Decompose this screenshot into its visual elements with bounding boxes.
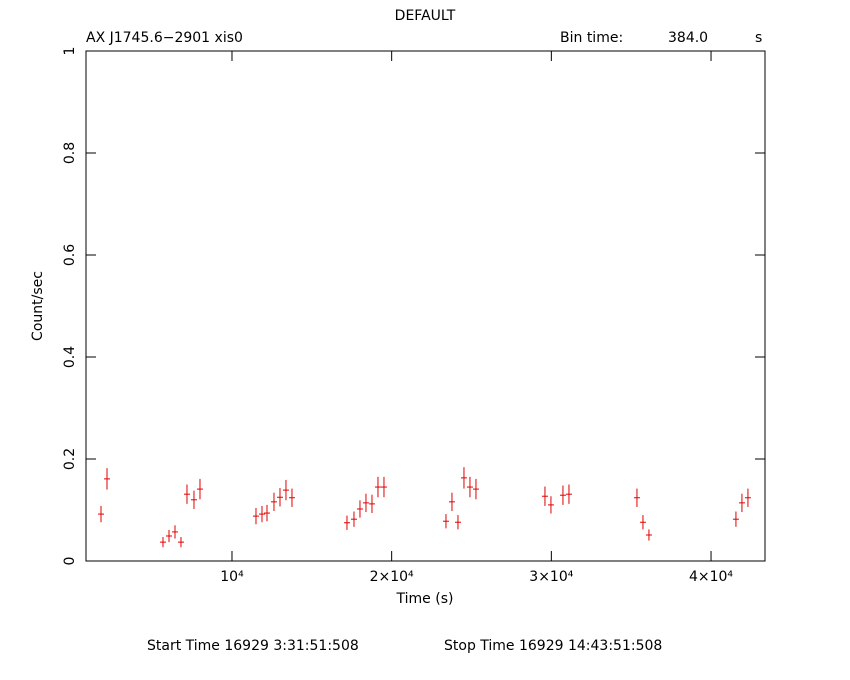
- bin-unit: s: [755, 30, 762, 46]
- y-tick-label: 0.6: [62, 244, 78, 266]
- y-tick-label: 0.2: [62, 448, 78, 470]
- bin-time: 384.0: [668, 30, 708, 46]
- y-axis-label: Count/sec: [30, 271, 46, 341]
- plot-frame: [85, 50, 766, 562]
- y-tick-label: 0.4: [62, 346, 78, 368]
- bin-label: Bin time:: [560, 30, 623, 46]
- x-axis-label: Time (s): [396, 591, 454, 607]
- x-tick-label: 3×10⁴: [529, 569, 573, 585]
- chart-title: DEFAULT: [395, 8, 456, 24]
- start-time: Start Time 16929 3:31:51:508: [147, 638, 359, 654]
- x-tick-label: 10⁴: [220, 569, 244, 585]
- x-tick-label: 4×10⁴: [689, 569, 733, 585]
- y-tick-label: 1: [62, 47, 78, 56]
- source-label: AX J1745.6−2901 xis0: [86, 30, 243, 46]
- y-tick-label: 0.8: [62, 142, 78, 164]
- x-tick-label: 2×10⁴: [370, 569, 414, 585]
- stop-time: Stop Time 16929 14:43:51:508: [444, 638, 662, 654]
- y-tick-label: 0: [62, 557, 78, 566]
